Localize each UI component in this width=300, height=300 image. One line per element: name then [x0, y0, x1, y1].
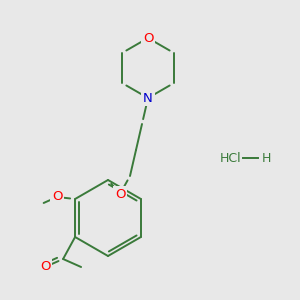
- Text: HCl: HCl: [220, 152, 242, 164]
- Text: O: O: [52, 190, 62, 203]
- Text: H: H: [262, 152, 272, 164]
- Text: O: O: [143, 32, 153, 44]
- Text: O: O: [40, 260, 50, 274]
- Text: N: N: [143, 92, 153, 104]
- Text: O: O: [115, 188, 125, 200]
